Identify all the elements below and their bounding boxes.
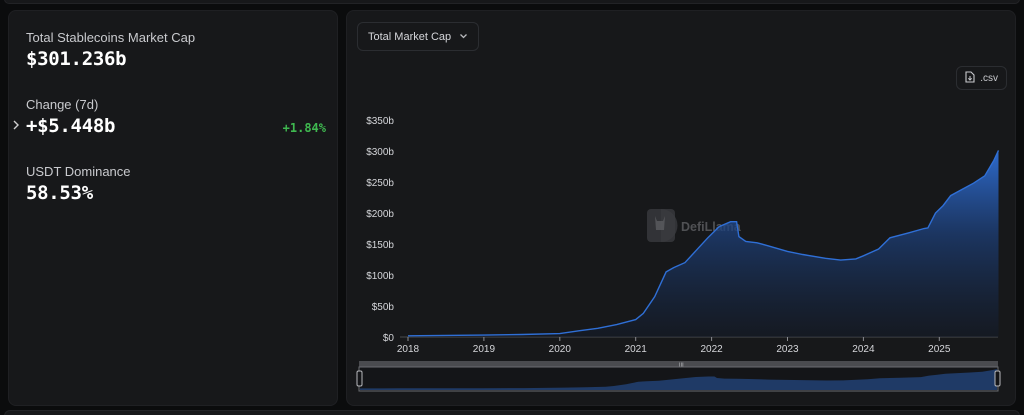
csv-label: .csv [980,72,998,84]
stat-value: +$5.448b [26,115,116,137]
change-percent-badge: +1.84% [282,121,326,135]
bottom-bar [4,410,1020,415]
stat-change-7d[interactable]: Change (7d) +$5.448b +1.84% [13,97,326,137]
stat-label: USDT Dominance [26,164,131,179]
metric-dropdown[interactable]: Total Market Cap [357,22,480,51]
top-bar [4,0,1020,4]
stat-label: Change (7d) [26,97,99,112]
chart-panel: Total Market Cap .csv [346,10,1016,406]
stat-usdt-dominance: USDT Dominance 58.53% [26,164,326,204]
file-download-icon [965,70,975,86]
chevron-down-icon [459,31,468,41]
stat-value: $301.236b [26,48,127,70]
stat-value: 58.53% [26,182,93,204]
dropdown-label: Total Market Cap [368,30,452,43]
stat-total-market-cap: Total Stablecoins Market Cap $301.236b [26,30,326,70]
stat-label: Total Stablecoins Market Cap [26,30,196,45]
download-csv-button[interactable]: .csv [956,66,1007,90]
chevron-right-icon[interactable] [12,119,20,134]
stats-panel: Total Stablecoins Market Cap $301.236b C… [8,10,338,406]
